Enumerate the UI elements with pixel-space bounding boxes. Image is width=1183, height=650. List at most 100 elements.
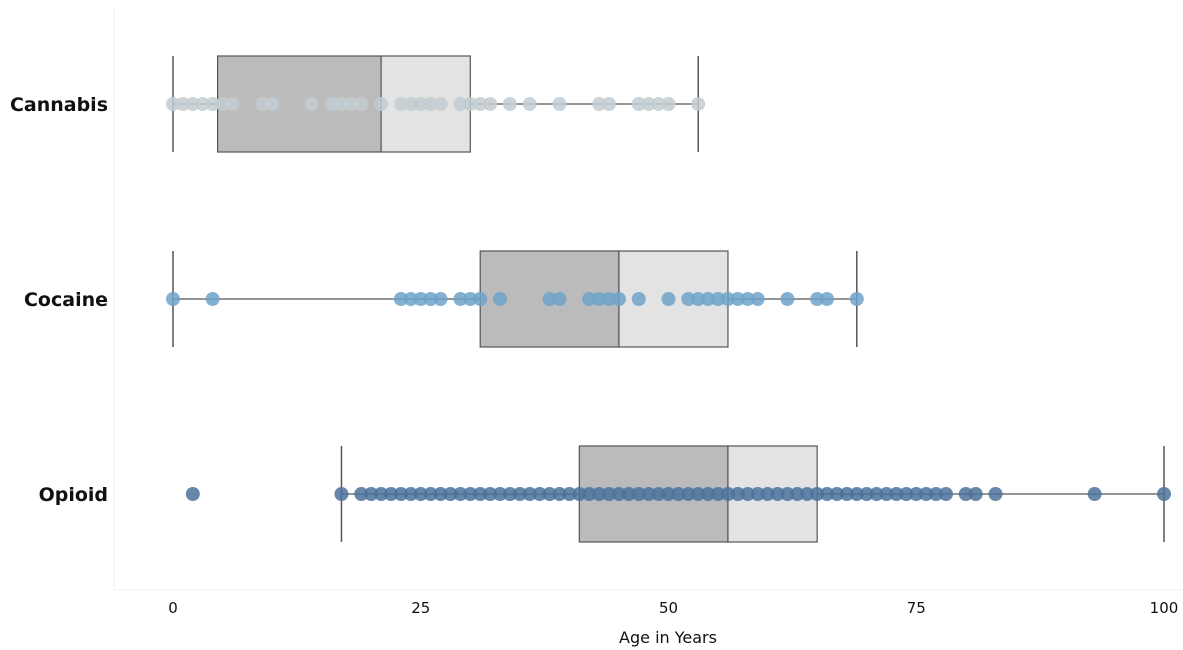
- data-point: [661, 97, 676, 111]
- data-point: [631, 292, 646, 306]
- data-point: [720, 292, 735, 306]
- data-point: [740, 487, 755, 501]
- data-point: [393, 292, 408, 306]
- data-point: [473, 97, 488, 111]
- data-point: [552, 487, 567, 501]
- data-point: [453, 97, 468, 111]
- data-point: [592, 97, 607, 111]
- data-point: [403, 292, 418, 306]
- data-point: [185, 97, 200, 111]
- data-point: [859, 487, 874, 501]
- data-point: [592, 487, 607, 501]
- category-label: Cocaine: [24, 289, 108, 311]
- data-point: [661, 292, 676, 306]
- data-point: [423, 487, 438, 501]
- data-point: [968, 487, 983, 501]
- x-tick-label: 0: [168, 599, 178, 617]
- data-point: [711, 487, 726, 501]
- data-point: [631, 487, 646, 501]
- data-point: [463, 97, 478, 111]
- data-point: [483, 487, 498, 501]
- data-point: [780, 292, 795, 306]
- data-point: [354, 487, 369, 501]
- data-point: [205, 292, 220, 306]
- x-tick-label: 100: [1150, 599, 1179, 617]
- data-point: [681, 292, 696, 306]
- data-point: [790, 487, 805, 501]
- data-point: [522, 97, 537, 111]
- data-point: [225, 97, 240, 111]
- data-point: [433, 97, 448, 111]
- data-point: [473, 292, 488, 306]
- data-point: [839, 487, 854, 501]
- data-point: [393, 487, 408, 501]
- data-point: [493, 292, 508, 306]
- data-point: [958, 487, 973, 501]
- data-point: [661, 487, 676, 501]
- data-point: [423, 292, 438, 306]
- data-point: [740, 292, 755, 306]
- data-point: [869, 487, 884, 501]
- data-point: [582, 292, 597, 306]
- data-point: [681, 487, 696, 501]
- data-point: [929, 487, 944, 501]
- data-point: [691, 487, 706, 501]
- data-point: [433, 292, 448, 306]
- data-point: [324, 97, 339, 111]
- data-point: [522, 487, 537, 501]
- data-point: [334, 487, 349, 501]
- data-point: [502, 97, 517, 111]
- data-point: [730, 292, 745, 306]
- data-point: [711, 292, 726, 306]
- series-opioid: Opioid: [39, 445, 1171, 543]
- data-point: [1087, 487, 1102, 501]
- data-point: [849, 292, 864, 306]
- data-point: [671, 487, 686, 501]
- data-point: [215, 97, 230, 111]
- data-point: [502, 487, 517, 501]
- data-point: [602, 292, 617, 306]
- data-point: [463, 487, 478, 501]
- data-point: [166, 97, 180, 111]
- data-point: [433, 487, 448, 501]
- data-point: [364, 487, 379, 501]
- data-point: [374, 487, 389, 501]
- data-point: [453, 487, 468, 501]
- data-point: [909, 487, 924, 501]
- data-point: [413, 487, 428, 501]
- data-point: [631, 97, 646, 111]
- data-point: [889, 487, 904, 501]
- data-point: [572, 487, 587, 501]
- data-point: [720, 487, 735, 501]
- data-point: [542, 292, 557, 306]
- data-point: [750, 487, 765, 501]
- data-point: [621, 487, 636, 501]
- data-point: [512, 487, 527, 501]
- data-point: [701, 487, 716, 501]
- x-tick-label: 50: [659, 599, 678, 617]
- data-point: [532, 487, 547, 501]
- data-point: [483, 97, 498, 111]
- data-point: [770, 487, 785, 501]
- data-point: [384, 487, 399, 501]
- data-point: [552, 292, 567, 306]
- x-tick-label: 75: [907, 599, 926, 617]
- data-point: [750, 292, 765, 306]
- data-point: [562, 487, 577, 501]
- data-point: [691, 97, 706, 111]
- data-point: [582, 487, 597, 501]
- data-point: [443, 487, 458, 501]
- data-point: [611, 292, 626, 306]
- data-point: [760, 487, 775, 501]
- data-point: [255, 97, 270, 111]
- data-point: [651, 487, 666, 501]
- data-point: [651, 97, 666, 111]
- data-point: [403, 487, 418, 501]
- data-point: [829, 487, 844, 501]
- data-point: [175, 97, 190, 111]
- data-point: [334, 97, 349, 111]
- data-point: [641, 487, 656, 501]
- data-point: [473, 487, 488, 501]
- data-point: [403, 97, 418, 111]
